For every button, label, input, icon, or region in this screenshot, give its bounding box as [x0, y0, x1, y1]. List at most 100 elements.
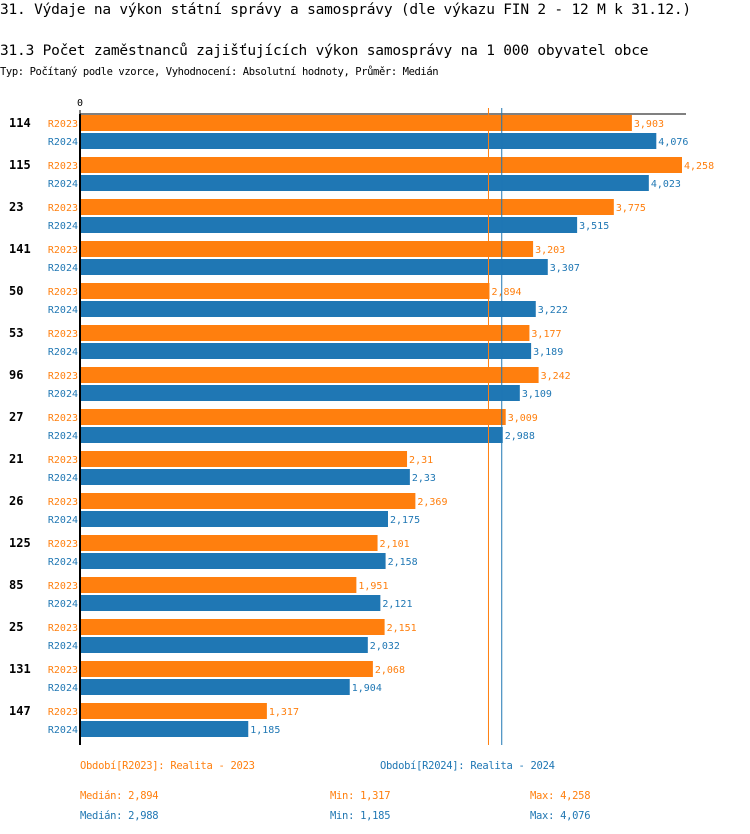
data-label: 2,988: [505, 431, 535, 442]
legend-r2023: Období[R2023]: Realita - 2023: [80, 760, 255, 772]
series-label: R2024: [48, 347, 78, 358]
data-label: 3,009: [508, 413, 538, 424]
data-label: 2,369: [417, 497, 447, 508]
category-label: 114: [9, 116, 31, 130]
bar-r2024: [81, 343, 532, 359]
data-label: 1,904: [352, 683, 382, 694]
category-label: 23: [9, 200, 23, 214]
data-label: 4,023: [651, 179, 681, 190]
series-label: R2023: [48, 539, 78, 550]
data-label: 3,189: [533, 347, 563, 358]
series-label: R2024: [48, 221, 78, 232]
bar-chart: 0 114 R2023 3,903 R2024 4,076 115 R2023 4,258 R20…: [9, 98, 714, 745]
data-label: 2,33: [412, 473, 436, 484]
data-label: 2,175: [390, 515, 420, 526]
bar-r2024: [81, 175, 649, 191]
category-label: 96: [9, 368, 23, 382]
series-label: R2024: [48, 557, 78, 568]
data-label: 3,903: [634, 119, 664, 130]
bar-r2023: [81, 409, 506, 425]
bar-r2023: [81, 157, 682, 173]
bar-r2024: [81, 385, 520, 401]
data-label: 2,894: [491, 287, 521, 298]
series-label: R2023: [48, 371, 78, 382]
bar-r2024: [81, 595, 381, 611]
series-label: R2023: [48, 245, 78, 256]
category-label: 125: [9, 536, 31, 550]
category-label: 53: [9, 326, 23, 340]
data-label: 4,258: [684, 161, 714, 172]
data-label: 2,151: [387, 623, 417, 634]
data-label: 1,317: [269, 707, 299, 718]
bar-r2024: [81, 217, 578, 233]
series-label: R2023: [48, 497, 78, 508]
data-label: 3,307: [550, 263, 580, 274]
data-label: 3,242: [541, 371, 571, 382]
data-label: 3,515: [579, 221, 609, 232]
bar-r2023: [81, 115, 632, 131]
bar-r2023: [81, 535, 378, 551]
series-label: R2023: [48, 581, 78, 592]
series-label: R2024: [48, 683, 78, 694]
category-label: 27: [9, 410, 23, 424]
series-label: R2023: [48, 665, 78, 676]
legend-r2024: Období[R2024]: Realita - 2024: [380, 760, 555, 772]
data-label: 2,121: [382, 599, 412, 610]
series-label: R2024: [48, 305, 78, 316]
bar-r2023: [81, 619, 385, 635]
series-label: R2024: [48, 641, 78, 652]
bar-r2023: [81, 241, 534, 257]
series-label: R2024: [48, 263, 78, 274]
series-label: R2023: [48, 413, 78, 424]
series-label: R2024: [48, 137, 78, 148]
data-label: 1,185: [250, 725, 280, 736]
stat-median-r2024: Medián: 2,988: [80, 810, 159, 822]
bar-r2024: [81, 469, 410, 485]
category-label: 85: [9, 578, 23, 592]
data-label: 2,101: [380, 539, 410, 550]
bar-r2024: [81, 679, 350, 695]
series-label: R2024: [48, 431, 78, 442]
data-label: 3,775: [616, 203, 646, 214]
chart-title: 31.3 Počet zaměstnanců zajišťujících výk…: [0, 43, 649, 59]
category-label: 25: [9, 620, 23, 634]
stat-max-r2024: Max: 4,076: [530, 810, 591, 822]
category-label: 131: [9, 662, 31, 676]
x-tick-label-0: 0: [77, 98, 83, 109]
series-label: R2024: [48, 515, 78, 526]
bar-r2023: [81, 451, 408, 467]
category-label: 115: [9, 158, 31, 172]
bar-r2023: [81, 493, 416, 509]
category-label: 50: [9, 284, 23, 298]
page-title: 31. Výdaje na výkon státní správy a samo…: [0, 2, 691, 18]
bar-r2024: [81, 721, 249, 737]
bar-r2023: [81, 283, 490, 299]
data-label: 3,222: [538, 305, 568, 316]
bar-r2023: [81, 703, 267, 719]
series-label: R2023: [48, 707, 78, 718]
series-label: R2023: [48, 203, 78, 214]
bar-r2024: [81, 301, 536, 317]
data-label: 2,31: [409, 455, 433, 466]
data-label: 3,177: [531, 329, 561, 340]
series-label: R2024: [48, 179, 78, 190]
data-label: 2,158: [388, 557, 418, 568]
bar-r2023: [81, 325, 530, 341]
bar-r2024: [81, 259, 548, 275]
data-label: 4,076: [658, 137, 688, 148]
stat-min-r2023: Min: 1,317: [330, 790, 391, 802]
bar-r2024: [81, 553, 386, 569]
stat-max-r2023: Max: 4,258: [530, 790, 591, 802]
stat-min-r2024: Min: 1,185: [330, 810, 391, 822]
bar-r2024: [81, 511, 388, 527]
data-label: 2,032: [370, 641, 400, 652]
bar-r2023: [81, 367, 539, 383]
bar-r2024: [81, 133, 657, 149]
bar-r2023: [81, 661, 373, 677]
data-label: 3,203: [535, 245, 565, 256]
category-label: 26: [9, 494, 23, 508]
data-label: 1,951: [358, 581, 388, 592]
series-label: R2024: [48, 473, 78, 484]
series-label: R2023: [48, 329, 78, 340]
chart-type-description: Typ: Počítaný podle vzorce, Vyhodnocení:…: [0, 66, 439, 78]
